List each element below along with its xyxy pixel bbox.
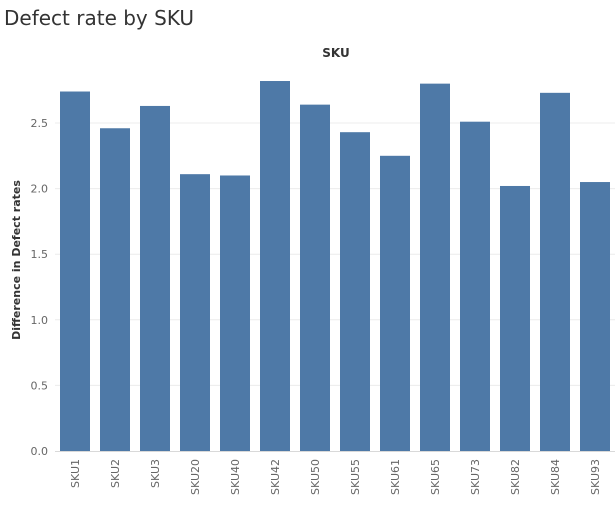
x-tick-label: SKU20 — [189, 459, 202, 495]
x-tick-label: SKU61 — [389, 459, 402, 495]
bar-sku2 — [100, 128, 130, 452]
x-tick-label: SKU50 — [309, 459, 322, 495]
bar-sku50 — [300, 104, 330, 451]
bar-sku65 — [420, 83, 450, 451]
x-tick-label: SKU3 — [149, 459, 162, 488]
x-tick-label: SKU84 — [549, 459, 562, 495]
x-axis-title: SKU — [322, 46, 349, 60]
bar-sku82 — [500, 185, 530, 451]
x-tick-label: SKU93 — [589, 459, 602, 495]
y-tick-label: 2.0 — [31, 183, 49, 196]
x-tick-label: SKU65 — [429, 459, 442, 495]
y-axis-ticks: 0.0 0.5 1.0 1.5 2.0 2.5 — [31, 117, 49, 458]
x-axis-ticks: SKU1 SKU2 SKU3 SKU20 SKU40 SKU42 SKU50 SKU55 SKU… — [69, 459, 602, 495]
gridlines — [55, 122, 615, 386]
x-tick-label: SKU42 — [269, 459, 282, 495]
bars — [60, 81, 610, 452]
bar-sku1 — [60, 91, 90, 452]
bar-sku42 — [260, 81, 290, 452]
y-tick-label: 1.5 — [31, 248, 49, 261]
bar-sku73 — [460, 121, 490, 452]
y-tick-label: 0.0 — [31, 445, 49, 458]
y-tick-label: 0.5 — [31, 379, 49, 392]
bar-sku93 — [580, 182, 610, 452]
x-tick-label: SKU2 — [109, 459, 122, 488]
x-tick-label: SKU55 — [349, 459, 362, 495]
y-axis-title: Difference in Defect rates — [10, 180, 23, 340]
y-tick-label: 1.0 — [31, 314, 49, 327]
x-tick-label: SKU73 — [469, 459, 482, 495]
bar-sku20 — [180, 174, 210, 451]
bar-sku40 — [220, 175, 250, 452]
y-tick-label: 2.5 — [31, 117, 49, 130]
x-tick-label: SKU40 — [229, 459, 242, 495]
chart-title: Defect rate by SKU — [4, 6, 195, 30]
bar-sku3 — [140, 105, 170, 451]
bar-sku61 — [380, 155, 410, 452]
x-tick-label: SKU82 — [509, 459, 522, 495]
bar-sku84 — [540, 92, 570, 451]
bar-sku55 — [340, 132, 370, 451]
x-tick-label: SKU1 — [69, 459, 82, 488]
